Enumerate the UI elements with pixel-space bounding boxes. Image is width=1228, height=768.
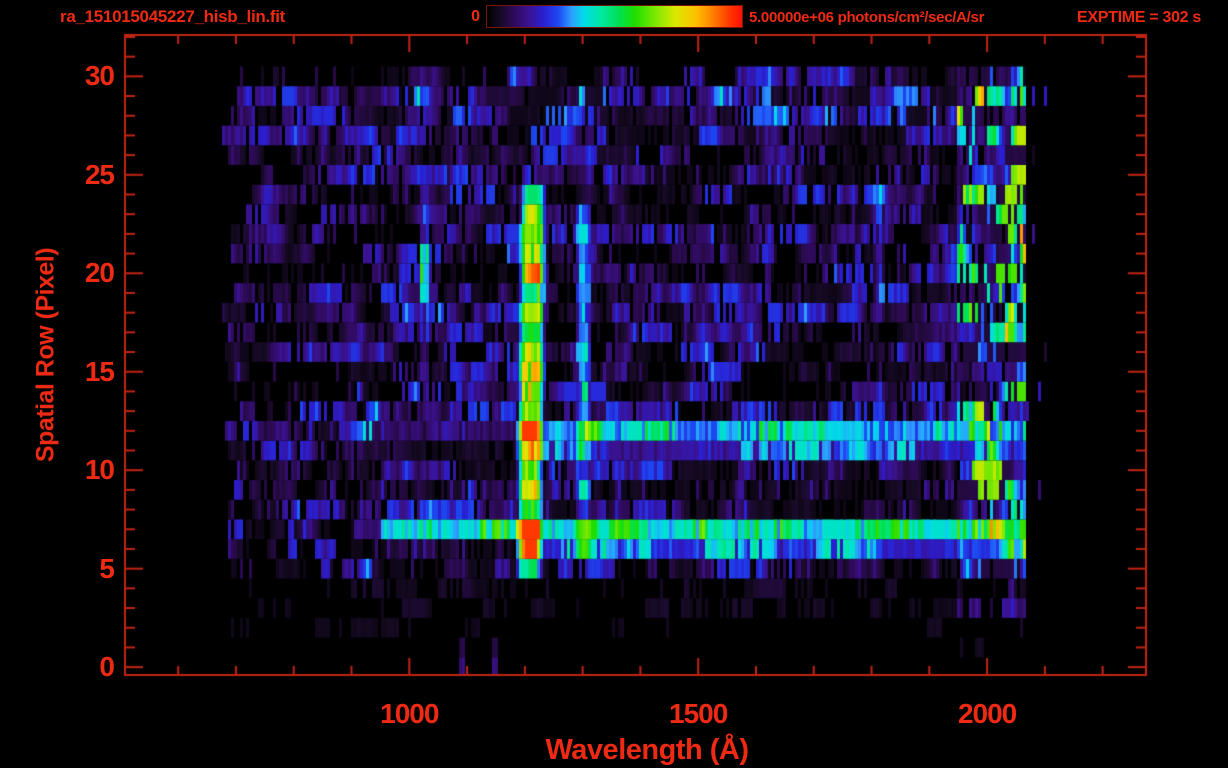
colorbar-min-label: 0 xyxy=(471,8,480,25)
colorbar-gradient xyxy=(486,5,743,28)
y-tick-label: 30 xyxy=(84,60,115,92)
y-tick-label: 15 xyxy=(84,355,115,387)
y-tick-label: 10 xyxy=(84,454,115,486)
y-tick-label: 0 xyxy=(99,651,115,683)
colorbar-max-label: 5.00000e+06 photons/cm²/sec/A/sr xyxy=(749,9,985,26)
x-tick-label: 1500 xyxy=(669,698,728,729)
x-tick-label: 2000 xyxy=(957,698,1017,729)
x-tick-label: 1000 xyxy=(380,698,439,729)
y-tick-label: 20 xyxy=(84,257,115,289)
x-axis-title: Wavelength (Å) xyxy=(545,734,749,766)
y-tick-label: 25 xyxy=(84,158,115,190)
file-title: ra_151015045227_hisb_lin.fit xyxy=(60,7,286,26)
exptime-label: EXPTIME = 302 s xyxy=(1077,9,1202,26)
y-tick-label: 5 xyxy=(99,552,115,584)
